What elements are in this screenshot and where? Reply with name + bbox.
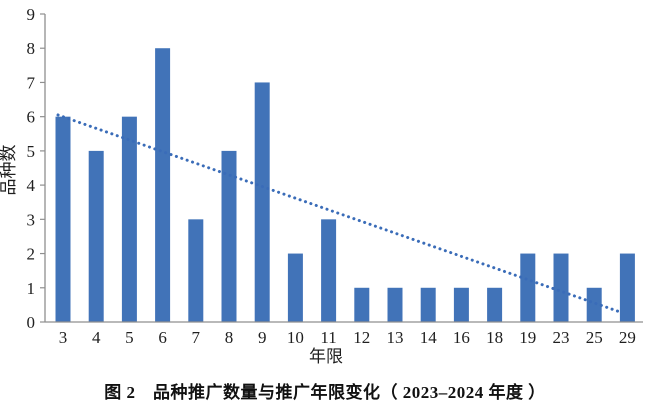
x-tick-label: 25 [586,328,603,347]
y-tick-label: 8 [27,39,36,58]
x-tick-label: 5 [125,328,134,347]
y-tick-label: 2 [27,245,36,264]
bar [553,253,569,322]
x-tick-label: 16 [453,328,470,347]
x-tick-label: 13 [387,328,404,347]
bar [420,287,436,322]
figure-caption: 图 2 品种推广数量与推广年限变化（ 2023–2024 年度 ） [104,383,546,402]
y-tick-label: 0 [27,313,36,332]
bar [254,82,270,322]
bar [88,150,104,322]
x-tick-label: 18 [486,328,503,347]
y-tick-label: 1 [27,279,36,298]
bar [387,287,403,322]
y-tick-label: 5 [27,142,36,161]
bar [321,219,337,322]
x-tick-label: 10 [287,328,304,347]
y-tick-label: 9 [27,5,36,24]
bar [55,116,71,323]
x-tick-label: 3 [59,328,68,347]
x-tick-label: 8 [225,328,234,347]
x-tick-label: 12 [353,328,370,347]
bar [188,219,204,322]
bar [453,287,469,322]
x-tick-label: 4 [92,328,101,347]
bar [287,253,303,322]
y-tick-label: 4 [27,176,36,195]
x-tick-label: 23 [553,328,570,347]
y-axis-title: 品种数 [0,145,18,196]
bar [520,253,536,322]
x-tick-label: 29 [619,328,636,347]
bar [121,116,137,323]
x-tick-label: 14 [420,328,438,347]
y-tick-label: 6 [27,108,36,127]
trend-line [56,113,621,314]
x-tick-label: 9 [258,328,267,347]
bar [155,48,171,322]
x-axis-title: 年限 [309,347,343,366]
x-tick-label: 6 [158,328,167,347]
x-tick-label: 11 [320,328,336,347]
x-tick-label: 7 [192,328,201,347]
bar [354,287,370,322]
bar [221,150,237,322]
y-tick-label: 7 [27,73,36,92]
bar [586,287,602,322]
x-tick-label: 19 [519,328,536,347]
y-tick-label: 3 [27,210,36,229]
bar [619,253,635,322]
bar [487,287,503,322]
